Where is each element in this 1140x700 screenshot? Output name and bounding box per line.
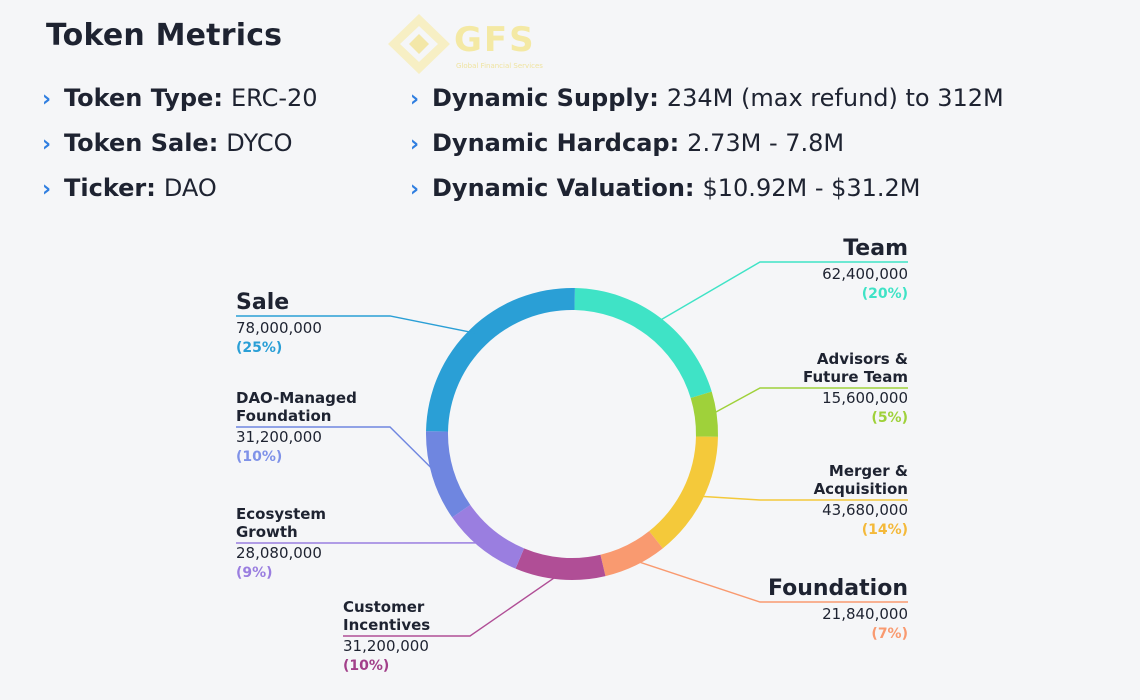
- donut-slice-merger: [649, 436, 718, 549]
- slice-percent: (20%): [861, 286, 908, 302]
- slice-percent: (5%): [871, 410, 908, 426]
- metric-key: Ticker:: [64, 174, 156, 202]
- label-sale: Sale 78,000,000 (25%): [236, 290, 322, 358]
- metric-key: Dynamic Supply:: [432, 84, 659, 112]
- metric-key: Token Type:: [64, 84, 223, 112]
- metric-value: ERC-20: [230, 84, 318, 112]
- slice-name: Foundation: [767, 576, 908, 601]
- label-team: Team 62,400,000 (20%): [822, 236, 908, 304]
- chevron-right-icon: ›: [410, 132, 420, 157]
- slice-amount: 31,200,000: [236, 428, 322, 446]
- slice-name: Advisors & Future Team: [803, 350, 908, 386]
- donut-slice-dao-managed-foundation: [426, 431, 471, 518]
- label-merger: Merger & Acquisition 43,680,000 (14%): [814, 462, 908, 540]
- label-advisors: Advisors & Future Team 15,600,000 (5%): [803, 350, 908, 428]
- metric-dynamic-valuation: › Dynamic Valuation: $10.92M - $31.2M: [410, 174, 921, 202]
- leader-line-customer-incentives: [343, 572, 561, 637]
- slice-name: DAO-Managed Foundation: [236, 389, 357, 425]
- logo-text: GFS: [454, 20, 536, 60]
- metric-key: Dynamic Hardcap:: [432, 129, 680, 157]
- metric-key: Dynamic Valuation:: [432, 174, 695, 202]
- slice-name: Customer Incentives: [343, 598, 431, 634]
- donut-slice-ecosystem-growth: [452, 504, 525, 569]
- metric-ticker: › Ticker: DAO: [42, 174, 217, 202]
- slice-percent: (14%): [861, 522, 908, 538]
- chevron-right-icon: ›: [42, 87, 52, 112]
- leader-line-dao-managed-foundation: [236, 426, 439, 476]
- donut-slice-customer-incentives: [515, 548, 606, 580]
- leader-line-sale: [236, 315, 476, 334]
- metric-token-sale: › Token Sale: DYCO: [42, 129, 292, 157]
- slice-name: Team: [843, 236, 908, 261]
- chevron-right-icon: ›: [410, 87, 420, 112]
- metric-token-type: › Token Type: ERC-20: [42, 84, 318, 112]
- label-ecosystem-growth: Ecosystem Growth 28,080,000 (9%): [236, 505, 326, 583]
- page-title: Token Metrics: [46, 18, 283, 53]
- metric-value: 2.73M - 7.8M: [687, 129, 845, 157]
- slice-name: Ecosystem Growth: [236, 505, 327, 541]
- slice-amount: 62,400,000: [822, 265, 908, 283]
- slice-percent: (10%): [343, 658, 390, 674]
- leader-line-team: [656, 261, 908, 324]
- donut-slice-sale: [426, 288, 575, 432]
- chevron-right-icon: ›: [410, 177, 420, 202]
- metric-key: Token Sale:: [64, 129, 219, 157]
- slice-amount: 28,080,000: [236, 544, 322, 562]
- donut-slice-foundation: [600, 531, 663, 577]
- leader-line-advisors: [710, 387, 908, 416]
- slice-amount: 78,000,000: [236, 319, 322, 337]
- leader-line-merger: [697, 495, 908, 501]
- metric-value: DAO: [163, 174, 217, 202]
- slice-percent: (10%): [236, 449, 283, 465]
- slice-amount: 31,200,000: [343, 637, 429, 655]
- label-foundation: Foundation 21,840,000 (7%): [768, 576, 908, 644]
- slice-amount: 15,600,000: [822, 389, 908, 407]
- metric-dynamic-supply: › Dynamic Supply: 234M (max refund) to 312…: [410, 84, 1004, 112]
- leader-line-foundation: [632, 559, 908, 603]
- gfs-logo: GFS Global Financial Services: [384, 12, 564, 76]
- donut-slice-team: [574, 288, 712, 399]
- chevron-right-icon: ›: [42, 177, 52, 202]
- slice-name: Sale: [236, 290, 290, 315]
- metric-value: $10.92M - $31.2M: [702, 174, 921, 202]
- slice-name: Merger & Acquisition: [813, 462, 908, 498]
- slice-percent: (7%): [871, 626, 908, 642]
- chevron-right-icon: ›: [42, 132, 52, 157]
- label-dao-managed-foundation: DAO-Managed Foundation 31,200,000 (10%): [236, 389, 357, 467]
- slice-percent: (25%): [236, 340, 283, 356]
- donut-slice-advisors: [690, 391, 719, 437]
- metric-value: 234M (max refund) to 312M: [666, 84, 1004, 112]
- gfs-logo-icon: [388, 14, 450, 74]
- metric-value: DYCO: [226, 129, 293, 157]
- label-customer-incentives: Customer Incentives 31,200,000 (10%): [343, 598, 430, 676]
- slice-amount: 21,840,000: [822, 605, 908, 623]
- slice-amount: 43,680,000: [822, 501, 908, 519]
- slice-percent: (9%): [236, 565, 273, 581]
- metric-dynamic-hardcap: › Dynamic Hardcap: 2.73M - 7.8M: [410, 129, 844, 157]
- logo-subtitle: Global Financial Services: [456, 62, 543, 70]
